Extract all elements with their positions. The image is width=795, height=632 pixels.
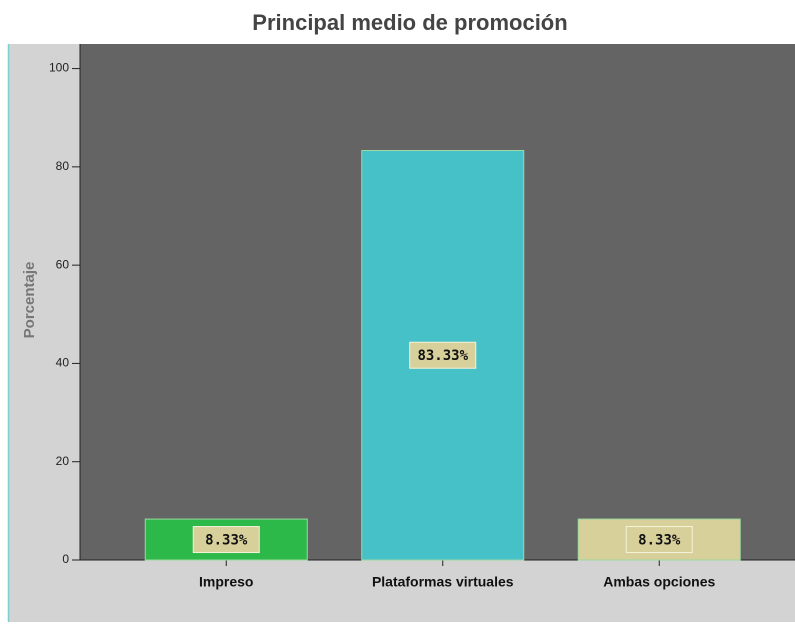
- y-tick-label: 40: [56, 356, 70, 370]
- y-tick-label: 80: [56, 159, 70, 173]
- y-tick-label: 60: [56, 257, 70, 271]
- y-tick-label: 20: [56, 454, 70, 468]
- value-label-box: [192, 526, 260, 554]
- y-tick-label: 0: [62, 552, 69, 566]
- value-label: 8.33%: [205, 533, 248, 549]
- x-tick-label: Impreso: [199, 574, 253, 590]
- value-label: 83.33%: [417, 348, 468, 364]
- value-label-box: [409, 341, 477, 369]
- value-label-box: [625, 526, 693, 554]
- value-label: 8.33%: [638, 533, 681, 549]
- x-tick-label: Ambas opciones: [603, 574, 715, 590]
- y-axis-label: Porcentaje: [21, 262, 38, 339]
- x-tick-label: Plataformas virtuales: [372, 574, 514, 590]
- chart-title: Principal medio de promoción: [252, 10, 567, 35]
- y-tick-label: 100: [49, 61, 69, 75]
